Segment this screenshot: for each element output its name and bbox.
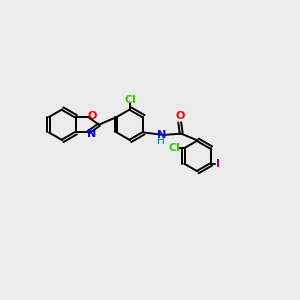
Text: I: I	[216, 159, 220, 169]
Text: Cl: Cl	[124, 95, 136, 105]
Text: N: N	[87, 129, 96, 139]
Text: O: O	[88, 111, 97, 122]
Text: H: H	[158, 136, 165, 146]
Text: N: N	[157, 130, 166, 140]
Text: Cl: Cl	[169, 142, 181, 153]
Text: O: O	[175, 111, 184, 122]
